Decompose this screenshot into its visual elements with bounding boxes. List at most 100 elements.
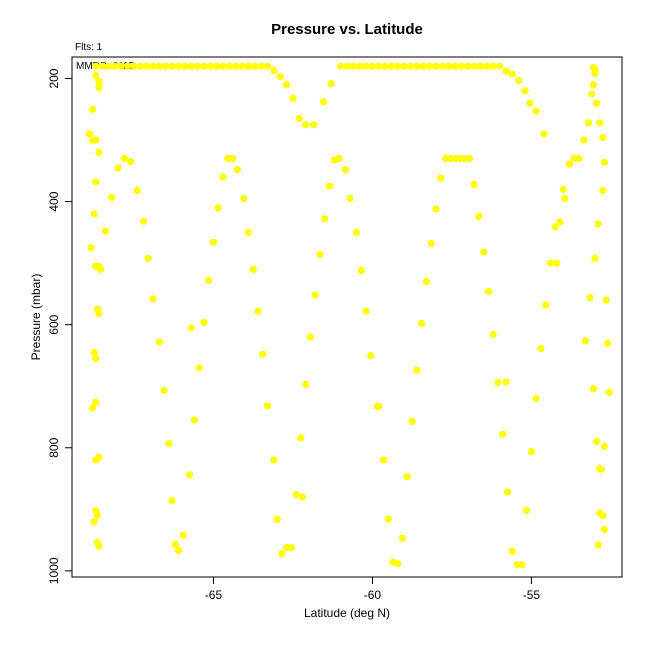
- data-point: [95, 148, 103, 156]
- data-point: [427, 239, 435, 248]
- data-point: [480, 248, 488, 256]
- data-point: [445, 62, 453, 70]
- data-point: [599, 186, 607, 195]
- data-point: [200, 318, 208, 326]
- data-point: [565, 160, 574, 168]
- data-point: [594, 220, 602, 228]
- data-point: [283, 81, 291, 89]
- data-point: [93, 511, 101, 520]
- data-point: [179, 531, 187, 539]
- data-point: [155, 62, 163, 70]
- data-point: [195, 364, 203, 372]
- data-point: [503, 488, 512, 496]
- data-point: [263, 402, 272, 410]
- data-point: [553, 259, 561, 267]
- data-point: [357, 266, 365, 275]
- data-point: [292, 490, 300, 499]
- data-point: [597, 465, 605, 473]
- data-point: [95, 310, 103, 318]
- data-point: [171, 540, 179, 549]
- data-point: [287, 543, 295, 552]
- y-tick-label: 800: [47, 437, 61, 457]
- data-point: [437, 174, 445, 182]
- data-point: [559, 185, 567, 193]
- data-point: [92, 136, 100, 144]
- y-tick-label: 600: [47, 314, 61, 334]
- data-point: [228, 154, 237, 163]
- chart-title: Pressure vs. Latitude: [271, 21, 423, 38]
- data-point: [600, 526, 609, 534]
- data-point: [438, 62, 446, 70]
- data-point: [98, 62, 106, 70]
- data-point: [589, 63, 598, 72]
- y-axis: 200 400 600 800 1000: [47, 68, 72, 584]
- data-point: [527, 447, 536, 456]
- data-point: [602, 296, 610, 304]
- data-point: [451, 62, 459, 70]
- x-tick-label: -65: [205, 588, 223, 602]
- y-tick-label: 400: [47, 191, 61, 211]
- data-point: [139, 217, 148, 225]
- data-point: [346, 194, 354, 203]
- data-point: [523, 506, 531, 515]
- data-point: [108, 193, 116, 201]
- data-point: [321, 215, 329, 223]
- data-point: [311, 291, 319, 299]
- data-point: [92, 178, 100, 186]
- data-point: [499, 430, 507, 438]
- data-point: [149, 62, 157, 70]
- data-point: [310, 121, 318, 129]
- data-point: [413, 366, 421, 374]
- data-point: [209, 238, 218, 246]
- data-point: [87, 244, 95, 252]
- data-point: [101, 227, 109, 235]
- data-point: [489, 330, 497, 339]
- data-point: [432, 205, 440, 213]
- data-point: [89, 105, 97, 113]
- data-point: [117, 62, 125, 70]
- data-point: [251, 62, 259, 70]
- data-point: [581, 337, 590, 345]
- data-point: [508, 70, 516, 78]
- data-point: [130, 62, 138, 70]
- data-point: [298, 493, 307, 501]
- data-point: [194, 62, 202, 70]
- y-tick-label: 200: [47, 68, 61, 88]
- data-point: [165, 439, 173, 448]
- x-axis-label: Latitude (deg N): [304, 606, 390, 620]
- x-tick-label: -60: [364, 588, 382, 602]
- data-point: [162, 62, 170, 70]
- data-point: [596, 119, 604, 127]
- data-point: [475, 212, 483, 220]
- data-point: [187, 62, 195, 70]
- data-point: [394, 62, 402, 70]
- data-point: [470, 62, 478, 70]
- data-point: [367, 351, 375, 360]
- data-point: [476, 62, 485, 70]
- data-point: [149, 295, 157, 303]
- data-point: [418, 319, 426, 328]
- data-point: [244, 62, 252, 70]
- data-point: [589, 385, 598, 393]
- data-point: [515, 76, 523, 84]
- data-point: [589, 81, 598, 89]
- data-point: [470, 180, 478, 188]
- data-point: [174, 546, 183, 555]
- data-point: [537, 345, 545, 353]
- data-point: [289, 94, 297, 102]
- data-point: [174, 62, 183, 70]
- data-point: [278, 550, 286, 558]
- data-point: [316, 250, 324, 259]
- data-point: [259, 350, 267, 358]
- data-point: [249, 265, 257, 273]
- data-point: [594, 541, 602, 549]
- data-point: [200, 62, 208, 70]
- data-point: [384, 515, 392, 523]
- data-point: [540, 130, 548, 138]
- data-point: [518, 561, 526, 569]
- flights-annotation: Flts: 1: [75, 42, 103, 53]
- data-point: [484, 287, 493, 296]
- data-point: [92, 354, 100, 363]
- data-point: [422, 278, 431, 286]
